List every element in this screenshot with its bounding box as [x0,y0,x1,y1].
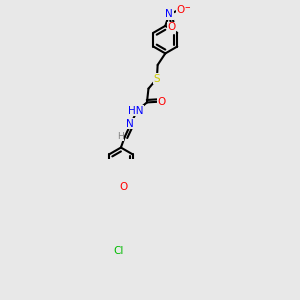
Text: S: S [154,74,160,84]
Text: O: O [176,5,185,15]
Text: O: O [158,97,166,106]
Text: O: O [119,182,128,192]
Text: O: O [167,22,175,32]
Text: –: – [185,2,190,12]
Text: H: H [117,132,124,141]
Text: N: N [126,119,134,129]
Text: HN: HN [128,106,143,116]
Text: Cl: Cl [113,246,124,256]
Text: N: N [165,9,173,20]
